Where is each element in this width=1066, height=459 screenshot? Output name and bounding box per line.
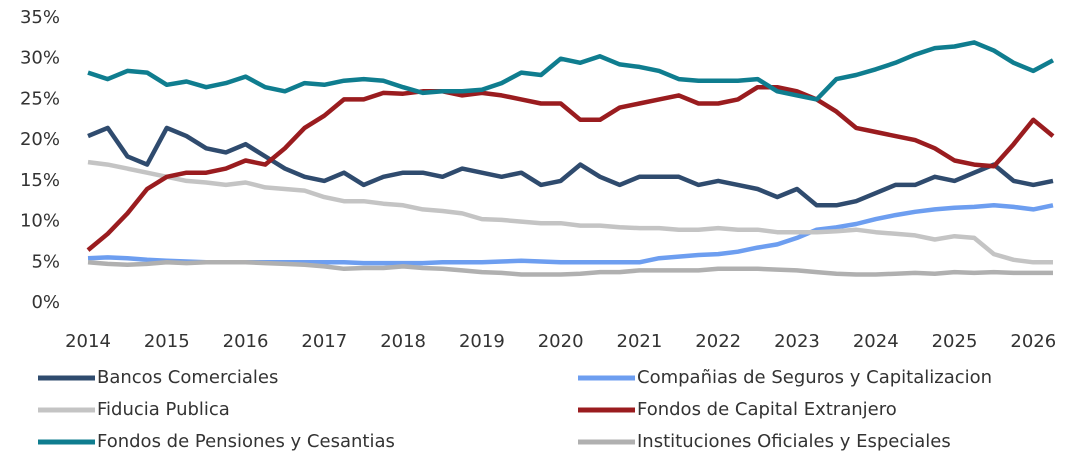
y-tick-label: 0%: [31, 292, 60, 313]
y-tick-label: 25%: [20, 88, 60, 109]
y-tick-label: 30%: [20, 48, 60, 69]
series-line: [87, 40, 1055, 102]
x-tick-label: 2025: [932, 331, 978, 352]
y-tick-label: 10%: [20, 211, 60, 232]
legend-label: Bancos Comerciales: [97, 367, 278, 388]
series-line: [87, 260, 1053, 277]
x-tick-label: 2014: [65, 331, 111, 352]
legend-label: Fondos de Capital Extranjero: [637, 399, 897, 420]
x-tick-label: 2020: [538, 331, 584, 352]
x-tick-label: 2019: [459, 331, 505, 352]
x-tick-label: 2026: [1010, 331, 1056, 352]
x-tick-label: 2015: [144, 331, 190, 352]
legend-label: Instituciones Oficiales y Especiales: [637, 431, 951, 452]
legend-label: Fondos de Pensiones y Cesantias: [97, 431, 395, 452]
series-line: [87, 125, 1054, 208]
y-tick-label: 20%: [20, 129, 60, 150]
x-tick-label: 2018: [380, 331, 426, 352]
x-tick-label: 2017: [301, 331, 347, 352]
y-tick-label: 15%: [20, 170, 60, 191]
x-tick-label: 2023: [774, 331, 820, 352]
legend-label: Compañias de Seguros y Capitalizacion: [637, 367, 992, 388]
series-line: [87, 159, 1053, 265]
x-tick-label: 2022: [695, 331, 741, 352]
x-tick-label: 2016: [223, 331, 269, 352]
y-tick-label: 35%: [20, 7, 60, 28]
y-tick-label: 5%: [31, 251, 60, 272]
x-tick-label: 2024: [853, 331, 899, 352]
legend-label: Fiducia Publica: [97, 399, 230, 420]
series-line: [86, 84, 1055, 252]
x-tick-label: 2021: [617, 331, 663, 352]
